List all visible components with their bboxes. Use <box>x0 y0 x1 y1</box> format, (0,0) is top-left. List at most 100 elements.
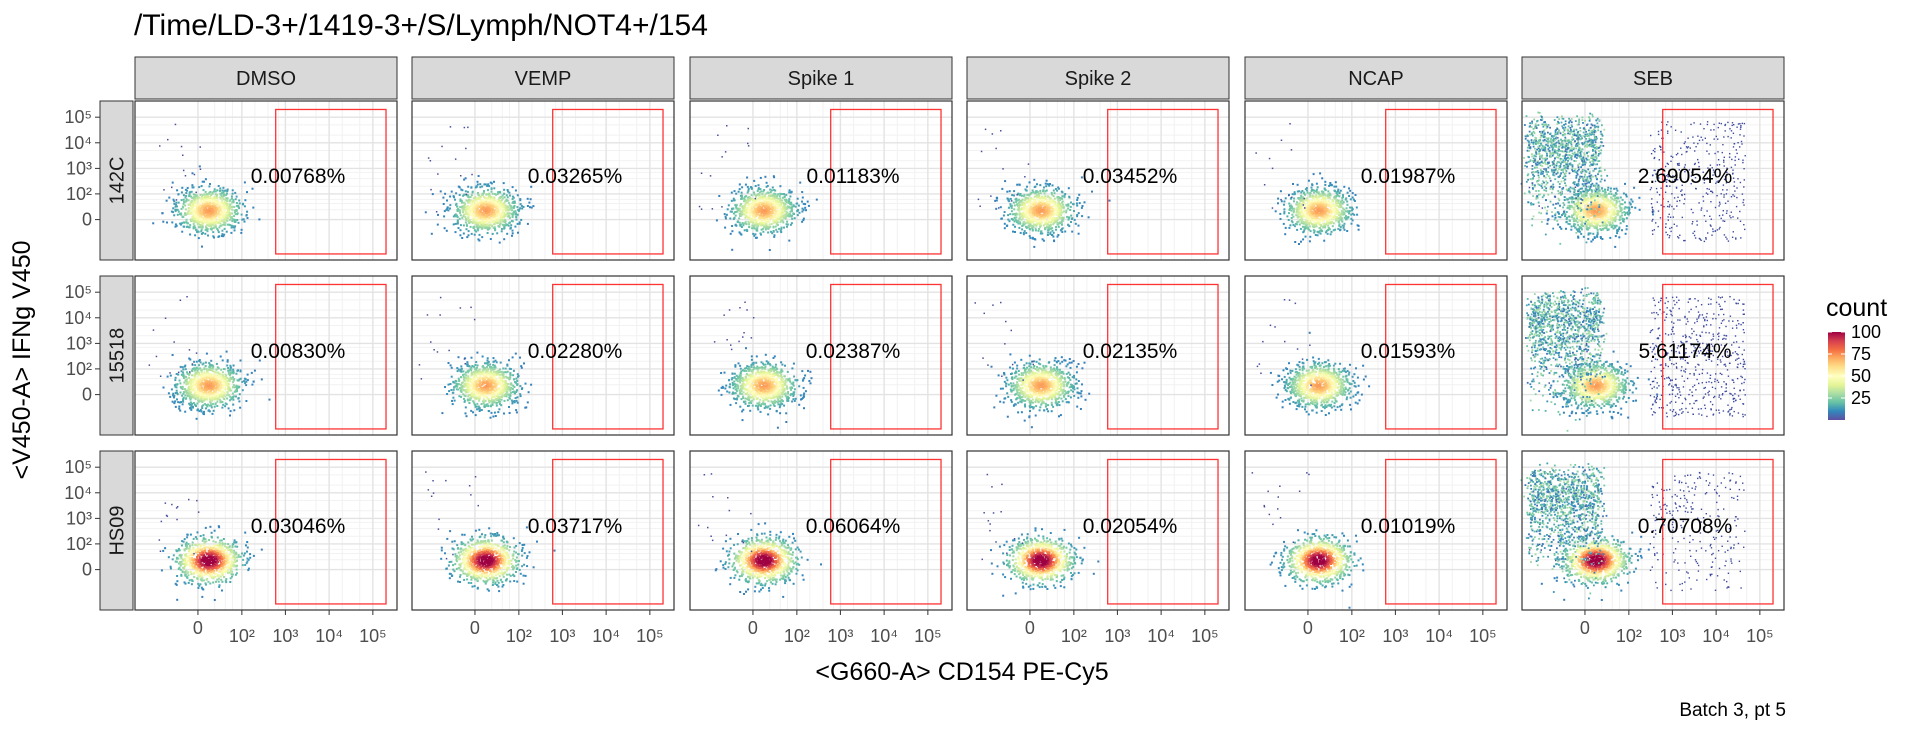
facet-panel: 5.61174% <box>1522 276 1784 435</box>
facet-panel: 0.00830% <box>135 276 397 435</box>
x-tick-label: 10⁵ <box>359 626 386 646</box>
facet-panel: 0.03452% <box>967 101 1229 260</box>
gate-percent-label: 0.00830% <box>251 340 346 363</box>
legend-tick-label: 25 <box>1851 388 1871 408</box>
facet-panel: 0.02280% <box>412 276 674 435</box>
gate-percent-label: 0.03046% <box>251 515 346 538</box>
gate-percent-label: 5.61174% <box>1638 340 1731 363</box>
x-tick-label: 0 <box>193 618 203 638</box>
y-tick-label: 0 <box>82 560 92 580</box>
x-tick-label: 10³ <box>549 626 575 646</box>
chart-title: /Time/LD-3+/1419-3+/S/Lymph/NOT4+/154 <box>134 9 708 42</box>
facet-panel: 2.69054% <box>1521 101 1784 260</box>
x-tick-label: 10⁵ <box>914 626 941 646</box>
gate-percent-label: 0.01593% <box>1361 340 1456 363</box>
x-tick-label: 10³ <box>1104 626 1130 646</box>
x-tick-label: 10³ <box>1382 626 1408 646</box>
y-tick-label: 0 <box>82 385 92 405</box>
y-tick-label: 10³ <box>66 158 92 178</box>
x-tick-label: 10² <box>784 626 810 646</box>
facet-strip-label: HS09 <box>107 505 129 555</box>
facet-panel: 0.02054% <box>967 451 1229 610</box>
gate-percent-label: 0.01987% <box>1361 165 1456 188</box>
x-tick-label: 10² <box>1061 626 1087 646</box>
gate-percent-label: 0.02054% <box>1083 515 1178 538</box>
x-tick-label: 10² <box>506 626 532 646</box>
gate-percent-label: 0.02387% <box>806 340 901 363</box>
y-tick-label: 10⁴ <box>64 483 92 503</box>
y-tick-label: 10³ <box>66 333 92 353</box>
facet-panel: 0.01019% <box>1245 451 1507 610</box>
x-tick-label: 0 <box>1580 618 1590 638</box>
facet-panel: 0.03265% <box>412 101 674 260</box>
facet-panel: 0.02135% <box>967 276 1229 435</box>
facet-strip-label: DMSO <box>236 68 296 90</box>
x-tick-label: 10³ <box>827 626 853 646</box>
y-tick-label: 10⁵ <box>65 457 92 477</box>
y-tick-label: 10⁵ <box>65 107 92 127</box>
gate-percent-label: 0.06064% <box>806 515 901 538</box>
gate-percent-label: 0.02280% <box>528 340 623 363</box>
x-tick-label: 10⁵ <box>636 626 663 646</box>
x-tick-label: 10³ <box>272 626 298 646</box>
x-tick-label: 10² <box>229 626 255 646</box>
y-tick-label: 0 <box>82 210 92 230</box>
facet-strip-label: NCAP <box>1348 68 1404 90</box>
legend-tick-label: 50 <box>1851 366 1871 386</box>
x-tick-label: 10⁵ <box>1469 626 1496 646</box>
x-tick-label: 10⁴ <box>870 626 898 646</box>
x-tick-label: 0 <box>1303 618 1313 638</box>
gate-percent-label: 0.03265% <box>528 165 623 188</box>
y-tick-label: 10⁴ <box>64 133 92 153</box>
y-tick-label: 10³ <box>66 508 92 528</box>
gate-percent-label: 0.03717% <box>528 515 623 538</box>
legend-tick-label: 75 <box>1851 344 1871 364</box>
facet-panel: 0.06064% <box>690 451 952 610</box>
gate-percent-label: 0.03452% <box>1083 165 1178 188</box>
facet-strip-label: 15518 <box>107 328 129 384</box>
y-tick-label: 10² <box>66 359 92 379</box>
gate-percent-label: 0.01019% <box>1361 515 1456 538</box>
gate-percent-label: 2.69054% <box>1638 165 1733 188</box>
x-tick-label: 0 <box>1025 618 1035 638</box>
facet-strip-label: Spike 1 <box>788 68 855 90</box>
facet-panel: 0.02387% <box>690 276 952 435</box>
legend-title: count <box>1826 294 1887 322</box>
x-tick-label: 10² <box>1339 626 1365 646</box>
y-tick-label: 10² <box>66 534 92 554</box>
caption: Batch 3, pt 5 <box>1679 700 1786 721</box>
x-tick-label: 10⁴ <box>1702 626 1730 646</box>
facet-panel: 0.01987% <box>1245 101 1507 260</box>
x-tick-label: 10⁴ <box>592 626 620 646</box>
facet-panel: 0.00768% <box>135 101 397 260</box>
facet-grid: DMSO VEMP Spike 1 Spike 2 NCAP SEB 142C 15518 HS… <box>64 57 1784 646</box>
facet-strip-label: SEB <box>1633 68 1673 90</box>
legend-tick-label: 100 <box>1851 322 1881 342</box>
facet-strip-label: 142C <box>107 157 129 205</box>
facet-strip-label: VEMP <box>515 68 572 90</box>
facet-panel: 0.70708% <box>1521 451 1785 610</box>
gate-percent-label: 0.02135% <box>1083 340 1178 363</box>
x-tick-label: 0 <box>748 618 758 638</box>
x-tick-label: 0 <box>470 618 480 638</box>
gate-percent-label: 0.01183% <box>806 165 899 188</box>
x-tick-label: 10⁵ <box>1191 626 1218 646</box>
x-axis-title: <G660-A> CD154 PE-Cy5 <box>815 658 1108 686</box>
x-tick-label: 10⁵ <box>1746 626 1773 646</box>
x-tick-label: 10⁴ <box>1147 626 1175 646</box>
y-axis-title: <V450-A> IFNg V450 <box>8 240 36 479</box>
x-tick-label: 10⁴ <box>1425 626 1453 646</box>
x-tick-label: 10³ <box>1659 626 1685 646</box>
gate-percent-label: 0.70708% <box>1638 515 1733 538</box>
y-tick-label: 10² <box>66 184 92 204</box>
y-tick-label: 10⁵ <box>65 282 92 302</box>
x-tick-label: 10² <box>1616 626 1642 646</box>
facet-strip-label: Spike 2 <box>1065 68 1132 90</box>
gate-percent-label: 0.00768% <box>251 165 346 188</box>
y-tick-label: 10⁴ <box>64 308 92 328</box>
facet-panel: 0.03717% <box>412 451 674 610</box>
facet-panel: 0.03046% <box>135 451 397 610</box>
facet-panel: 0.01183% <box>690 101 952 260</box>
